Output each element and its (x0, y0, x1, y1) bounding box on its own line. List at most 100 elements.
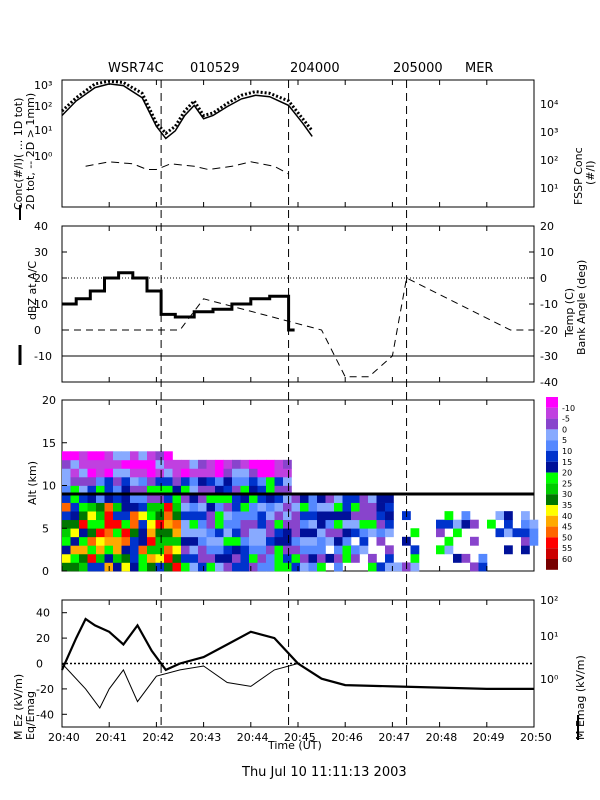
reflectivity-cell (215, 511, 224, 521)
reflectivity-cell (240, 459, 250, 469)
reflectivity-cell (308, 553, 318, 563)
p2-rtick-20: 20 (540, 220, 554, 233)
reflectivity-cell (147, 545, 156, 555)
reflectivity-cell (351, 502, 360, 512)
reflectivity-cell (495, 511, 505, 521)
reflectivity-cell (70, 485, 80, 495)
reflectivity-cell (249, 553, 258, 563)
reflectivity-cell (70, 511, 80, 521)
reflectivity-cell (130, 511, 139, 521)
reflectivity-cell (138, 545, 148, 555)
reflectivity-cell (215, 562, 224, 572)
reflectivity-cell (444, 536, 454, 546)
colorbar-label: 35 (562, 501, 572, 510)
reflectivity-cell (274, 511, 284, 521)
p2-ylabel-group: dBZ at A/C (26, 261, 39, 320)
reflectivity-cell (164, 511, 173, 521)
reflectivity-cell (257, 476, 267, 486)
reflectivity-cell (232, 468, 241, 478)
reflectivity-cell (87, 562, 97, 572)
reflectivity-cell (62, 562, 71, 572)
reflectivity-cell (436, 519, 445, 529)
reflectivity-cell (164, 451, 173, 461)
reflectivity-cell (172, 502, 182, 512)
reflectivity-cell (96, 468, 105, 478)
reflectivity-cell (368, 494, 377, 503)
p1-rtick-10000: 10⁴ (540, 98, 559, 111)
p3-ytick-15: 15 (42, 437, 56, 450)
reflectivity-cell (62, 451, 71, 461)
reflectivity-cell (249, 485, 258, 495)
reflectivity-cell (206, 485, 216, 495)
reflectivity-cell (359, 502, 369, 512)
reflectivity-cell (206, 536, 216, 546)
reflectivity-cell (198, 502, 207, 512)
reflectivity-cell (240, 485, 250, 495)
p2-rlabel-bank: Bank Angle (deg) (575, 260, 588, 355)
reflectivity-cell (130, 553, 139, 563)
p2-reflectivity-temp-bank-curves (62, 271, 534, 378)
reflectivity-cell (410, 562, 420, 572)
p2-rtick-0: 0 (540, 272, 547, 285)
reflectivity-cell (368, 562, 377, 572)
reflectivity-cell (104, 519, 114, 529)
reflectivity-cell (121, 485, 131, 495)
reflectivity-cell (147, 459, 156, 469)
reflectivity-cell (291, 511, 301, 521)
colorbar-swatch (546, 515, 558, 527)
reflectivity-cell (198, 545, 207, 555)
reflectivity-cell (368, 502, 377, 512)
reflectivity-cell (70, 451, 80, 461)
reflectivity-cell (334, 511, 343, 521)
colorbar-label: 50 (562, 533, 572, 542)
reflectivity-cell (342, 528, 352, 538)
reflectivity-cell (164, 562, 173, 572)
x-axis-label: Time (UT) (267, 739, 322, 752)
reflectivity-cell (444, 545, 454, 555)
panel-2-right-ticks: 20 10 0 -10 -20 -30 -40 (529, 220, 558, 389)
p1-ylabel-line1: Conc(#/l)( ... 1D tot) (12, 98, 25, 210)
reflectivity-cell (164, 494, 173, 503)
reflectivity-cell (96, 528, 105, 538)
x-tick-label-2042: 20:42 (142, 731, 174, 744)
reflectivity-cell (130, 562, 139, 572)
reflectivity-cell (317, 494, 326, 503)
reflectivity-cell (113, 459, 122, 469)
reflectivity-cell (198, 485, 207, 495)
reflectivity-cell (453, 519, 462, 529)
reflectivity-cell (198, 519, 207, 529)
reflectivity-cell (223, 485, 233, 495)
reflectivity-cell (104, 511, 114, 521)
reflectivity-cell (529, 536, 539, 546)
reflectivity-cell (147, 502, 156, 512)
reflectivity-cell (300, 545, 309, 555)
colorbar-label: 10 (562, 447, 572, 456)
reflectivity-cell (164, 476, 173, 486)
panel-2-left-ticks: 40 30 20 10 0 -10 (34, 220, 67, 363)
reflectivity-cell (266, 485, 275, 495)
reflectivity-cell (138, 459, 148, 469)
reflectivity-cell (198, 476, 207, 486)
reflectivity-cell (266, 528, 275, 538)
reflectivity-cell (317, 536, 326, 546)
reflectivity-cell (155, 451, 165, 461)
reflectivity-cell (181, 468, 190, 478)
reflectivity-cell (308, 511, 318, 521)
p4-ytick--20: -20 (36, 683, 54, 696)
reflectivity-cell (113, 502, 122, 512)
reflectivity-cell (198, 468, 207, 478)
reflectivity-cell (79, 476, 88, 486)
reflectivity-cell (240, 468, 250, 478)
reflectivity-cell (87, 494, 97, 503)
reflectivity-cell (138, 468, 148, 478)
reflectivity-cell (300, 553, 309, 563)
reflectivity-cell (70, 494, 80, 503)
reflectivity-cell (121, 536, 131, 546)
reflectivity-cell (70, 536, 80, 546)
colorbar-swatch (546, 440, 558, 451)
reflectivity-cell (181, 476, 190, 486)
panel-3-left-ticks: 20 15 10 5 0 (42, 394, 67, 578)
reflectivity-cell (62, 553, 71, 563)
reflectivity-cell (334, 502, 343, 512)
p2-rlabel-temp: Temp (C) (563, 288, 576, 338)
